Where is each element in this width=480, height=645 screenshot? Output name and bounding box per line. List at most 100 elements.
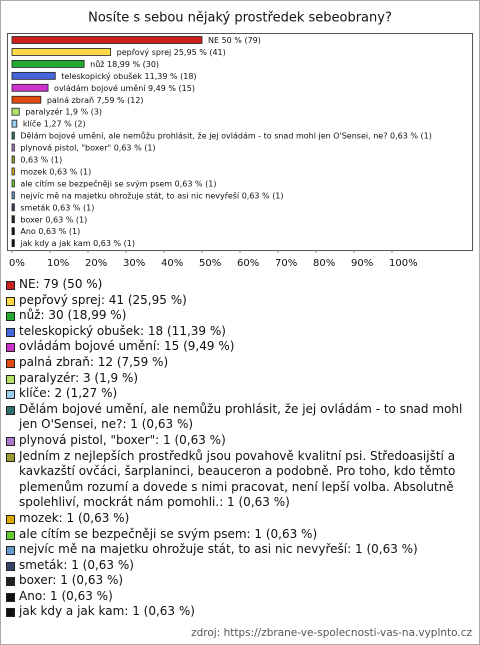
bar xyxy=(11,36,203,44)
legend-swatch xyxy=(6,390,15,400)
legend-swatch xyxy=(6,608,15,618)
legend-label: Dělám bojové umění, ale nemůžu prohlásit… xyxy=(19,401,463,432)
legend-item: teleskopický obušek: 18 (11,39 %) xyxy=(6,324,472,340)
legend-swatch xyxy=(6,405,15,415)
legend-swatch xyxy=(6,436,15,446)
data-label: NE 50 % (79) xyxy=(208,36,261,45)
legend-label: palná zbraň: 12 (7,59 %) xyxy=(19,354,169,369)
bar xyxy=(11,143,15,152)
bar xyxy=(11,119,18,128)
bar xyxy=(11,107,20,116)
legend-item: nejvíc mě na majetku ohrožuje stát, to a… xyxy=(6,542,472,558)
legend-swatch xyxy=(6,312,15,322)
data-label: ovládám bojové umění 9,49 % (15) xyxy=(54,83,195,93)
legend-swatch xyxy=(6,514,15,524)
bar xyxy=(11,167,15,176)
bar xyxy=(11,215,15,224)
x-tick-label: 30% xyxy=(123,258,145,269)
legend-item: NE: 79 (50 %) xyxy=(6,277,472,293)
legend-label: klíče: 2 (1,27 %) xyxy=(19,386,118,401)
legend-item: palná zbraň: 12 (7,59 %) xyxy=(6,355,472,371)
legend-item: ale cítím se bezpečněji se svým psem: 1 … xyxy=(6,527,472,543)
data-label: nejvíc mě na majetku ohrožuje stát, to a… xyxy=(20,190,283,200)
plot-frame xyxy=(7,33,473,251)
x-tick-label: 20% xyxy=(85,258,107,269)
data-label: jak kdy a jak kam 0,63 % (1) xyxy=(19,239,135,248)
data-label: Ano 0,63 % (1) xyxy=(20,227,80,236)
x-tick-label: 100% xyxy=(389,258,418,269)
chart: Nosíte s sebou nějaký prostředek sebeobr… xyxy=(7,11,473,269)
data-label: 0,63 % (1) xyxy=(20,156,62,165)
legend-label: jak kdy a jak kam: 1 (0,63 %) xyxy=(19,604,195,619)
legend-swatch xyxy=(6,358,15,368)
bar xyxy=(11,83,49,92)
bar xyxy=(11,155,15,164)
legend-label: pepřový sprej: 41 (25,95 %) xyxy=(19,292,187,307)
legend-label: teleskopický obušek: 18 (11,39 %) xyxy=(19,323,226,338)
legend-swatch xyxy=(6,343,15,353)
legend-item: mozek: 1 (0,63 %) xyxy=(6,511,472,527)
data-label: Dělám bojové umění, ale nemůžu prohlásit… xyxy=(20,131,431,141)
legend-label: Ano: 1 (0,63 %) xyxy=(19,588,113,603)
source: zdroj: https://zbrane-ve-spolecnosti-vas… xyxy=(191,627,472,639)
legend-item: jak kdy a jak kam: 1 (0,63 %) xyxy=(6,604,472,620)
legend-label: nejvíc mě na majetku ohrožuje stát, to a… xyxy=(19,542,418,557)
legend-label: plynová pistol, "boxer": 1 (0,63 %) xyxy=(19,432,226,447)
legend-label: nůž: 30 (18,99 %) xyxy=(19,308,127,323)
legend-item: Dělám bojové umění, ale nemůžu prohlásit… xyxy=(6,402,472,433)
legend-item: ovládám bojové umění: 15 (9,49 %) xyxy=(6,339,472,355)
x-tick-label: 40% xyxy=(161,258,183,269)
legend-swatch xyxy=(6,546,15,556)
data-label: palná zbraň 7,59 % (12) xyxy=(47,95,144,105)
bar xyxy=(11,131,15,140)
bar xyxy=(11,179,15,188)
legend-label: ale cítím se bezpečněji se svým psem: 1 … xyxy=(19,526,318,541)
legend-swatch xyxy=(6,296,15,306)
legend-item: pepřový sprej: 41 (25,95 %) xyxy=(6,293,472,309)
legend-item: smeták: 1 (0,63 %) xyxy=(6,558,472,574)
legend: NE: 79 (50 %) pepřový sprej: 41 (25,95 %)… xyxy=(6,277,472,620)
bar xyxy=(11,60,85,68)
bar xyxy=(11,203,15,212)
legend-swatch xyxy=(6,452,15,462)
x-tick-label: 10% xyxy=(47,258,69,269)
legend-label: Jedním z nejlepších prostředků jsou pova… xyxy=(19,448,456,510)
legend-label: NE: 79 (50 %) xyxy=(19,277,103,291)
x-tick-label: 80% xyxy=(313,258,335,269)
data-label: ale cítím se bezpečněji se svým psem 0,6… xyxy=(20,178,216,188)
legend-item: Jedním z nejlepších prostředků jsou pova… xyxy=(6,449,472,511)
legend-swatch xyxy=(6,530,15,540)
legend-label: mozek: 1 (0,63 %) xyxy=(19,510,130,525)
legend-label: smeták: 1 (0,63 %) xyxy=(19,557,134,572)
bar xyxy=(11,191,15,200)
x-tick-label: 70% xyxy=(275,258,297,269)
bar xyxy=(11,239,15,248)
legend-label: paralyzér: 3 (1,9 %) xyxy=(19,370,139,385)
legend-swatch xyxy=(6,561,15,571)
x-tick-label: 90% xyxy=(351,258,373,269)
legend-label: boxer: 1 (0,63 %) xyxy=(19,573,124,588)
legend-item: Ano: 1 (0,63 %) xyxy=(6,589,472,605)
legend-swatch xyxy=(6,327,15,337)
x-tick-label: 60% xyxy=(237,258,259,269)
legend-item: plynová pistol, "boxer": 1 (0,63 %) xyxy=(6,433,472,449)
data-label: teleskopický obušek 11,39 % (18) xyxy=(61,71,196,81)
legend-swatch xyxy=(6,592,15,602)
legend-swatch xyxy=(6,374,15,384)
legend-item: boxer: 1 (0,63 %) xyxy=(6,573,472,589)
bar xyxy=(11,95,42,104)
data-label: smeták 0,63 % (1) xyxy=(20,203,94,212)
legend-swatch xyxy=(6,577,15,587)
chart-title: Nosíte s sebou nějaký prostředek sebeobr… xyxy=(88,11,392,26)
data-label: nůž 18,99 % (30) xyxy=(90,59,159,69)
legend-item: klíče: 2 (1,27 %) xyxy=(6,386,472,402)
legend-swatch xyxy=(6,281,15,290)
x-tick-label: 0% xyxy=(9,258,25,269)
data-label: boxer 0,63 % (1) xyxy=(20,215,87,224)
legend-item: paralyzér: 3 (1,9 %) xyxy=(6,371,472,387)
data-label: klíče 1,27 % (2) xyxy=(23,119,86,129)
legend-item: nůž: 30 (18,99 %) xyxy=(6,308,472,324)
bar xyxy=(11,71,56,80)
bar xyxy=(11,48,112,56)
legend-label: ovládám bojové umění: 15 (9,49 %) xyxy=(19,339,235,354)
